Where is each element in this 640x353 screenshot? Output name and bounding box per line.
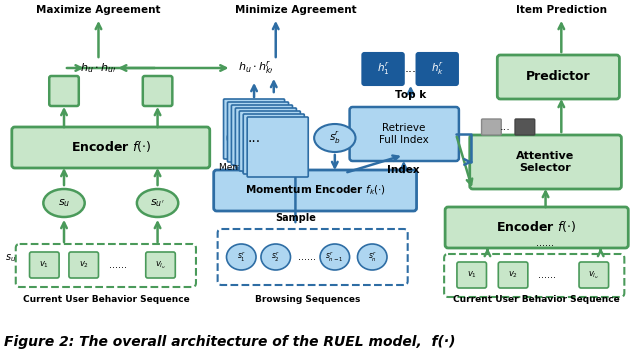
FancyBboxPatch shape [470, 135, 621, 189]
FancyBboxPatch shape [239, 111, 300, 171]
FancyBboxPatch shape [362, 53, 404, 85]
Text: Minimize Agreement: Minimize Agreement [235, 5, 356, 15]
FancyBboxPatch shape [143, 76, 172, 106]
FancyBboxPatch shape [457, 262, 486, 288]
Text: Encoder $f(\cdot)$: Encoder $f(\cdot)$ [497, 220, 577, 234]
Text: Retrieve
Full Index: Retrieve Full Index [379, 123, 429, 145]
Text: Encoder $f(\cdot)$: Encoder $f(\cdot)$ [71, 139, 152, 155]
Text: ...: ... [404, 62, 417, 76]
FancyBboxPatch shape [499, 262, 528, 288]
FancyBboxPatch shape [232, 105, 292, 165]
FancyBboxPatch shape [214, 170, 417, 211]
Text: $v_1$: $v_1$ [467, 270, 477, 280]
Ellipse shape [44, 189, 84, 217]
FancyBboxPatch shape [515, 119, 535, 135]
Text: $s_u$: $s_u$ [58, 197, 70, 209]
FancyBboxPatch shape [12, 127, 210, 168]
Text: Top k: Top k [395, 90, 426, 100]
Ellipse shape [227, 244, 256, 270]
Text: Index: Index [387, 165, 420, 175]
FancyBboxPatch shape [247, 117, 308, 177]
Text: $h_k^r$: $h_k^r$ [431, 61, 444, 77]
FancyBboxPatch shape [49, 76, 79, 106]
Text: ......: ...... [109, 260, 127, 270]
Text: Maximize Agreement: Maximize Agreement [36, 5, 161, 15]
Text: ......: ...... [536, 238, 554, 248]
Text: $s_b^r$: $s_b^r$ [329, 130, 340, 146]
Text: ......: ...... [298, 252, 316, 262]
Text: ......: ...... [538, 270, 556, 280]
Text: $s_1^r$: $s_1^r$ [237, 250, 246, 264]
Text: Memory Bank: Memory Bank [219, 163, 281, 173]
Text: Sample: Sample [275, 213, 316, 223]
Text: $s_1^r$: $s_1^r$ [243, 130, 254, 146]
Text: Attentive
Selector: Attentive Selector [516, 151, 575, 173]
FancyBboxPatch shape [227, 102, 289, 162]
Text: $s_{n-1}^r$: $s_{n-1}^r$ [325, 250, 344, 264]
Ellipse shape [137, 189, 179, 217]
Text: ...: ... [248, 131, 260, 145]
FancyBboxPatch shape [497, 55, 620, 99]
Text: Browsing Sequences: Browsing Sequences [255, 295, 360, 305]
Text: Current User Behavior Sequence: Current User Behavior Sequence [453, 295, 620, 305]
Text: Current User Behavior Sequence: Current User Behavior Sequence [23, 295, 189, 305]
FancyBboxPatch shape [243, 114, 304, 174]
Text: $s_u$: $s_u$ [5, 252, 17, 264]
Ellipse shape [358, 244, 387, 270]
FancyBboxPatch shape [579, 262, 609, 288]
Text: $v_2$: $v_2$ [79, 260, 89, 270]
Text: $s_n^r$: $s_n^r$ [368, 250, 377, 264]
FancyBboxPatch shape [223, 99, 285, 159]
FancyBboxPatch shape [481, 119, 501, 135]
Text: Predictor: Predictor [526, 71, 591, 84]
Ellipse shape [320, 244, 349, 270]
Text: $s_2^r$: $s_2^r$ [271, 250, 280, 264]
FancyBboxPatch shape [349, 107, 459, 161]
Text: $v_1$: $v_1$ [39, 260, 49, 270]
Text: Momentum Encoder $f_k(\cdot)$: Momentum Encoder $f_k(\cdot)$ [244, 183, 386, 197]
Text: $v_{l_u}$: $v_{l_u}$ [155, 259, 166, 271]
Text: Figure 2: The overall architecture of the RUEL model,  f(·): Figure 2: The overall architecture of th… [4, 335, 456, 349]
Text: $h_1^r$: $h_1^r$ [377, 61, 389, 77]
Text: Item Prediction: Item Prediction [516, 5, 607, 15]
Text: $v_2$: $v_2$ [508, 270, 518, 280]
FancyBboxPatch shape [146, 252, 175, 278]
Text: ......: ...... [280, 133, 301, 143]
FancyBboxPatch shape [69, 252, 99, 278]
FancyBboxPatch shape [29, 252, 59, 278]
Text: $h_u \cdot h_{u\prime}$: $h_u \cdot h_{u\prime}$ [81, 61, 116, 75]
Ellipse shape [261, 244, 291, 270]
Ellipse shape [227, 124, 269, 152]
Text: ...: ... [500, 122, 511, 132]
Text: $h_u \cdot h_{k\prime}^r$: $h_u \cdot h_{k\prime}^r$ [238, 60, 274, 76]
Ellipse shape [314, 124, 355, 152]
Text: $s_{u'}$: $s_{u'}$ [150, 197, 165, 209]
Text: $v_{l_u}$: $v_{l_u}$ [588, 269, 599, 281]
FancyBboxPatch shape [236, 108, 296, 168]
FancyBboxPatch shape [417, 53, 458, 85]
FancyBboxPatch shape [445, 207, 628, 248]
